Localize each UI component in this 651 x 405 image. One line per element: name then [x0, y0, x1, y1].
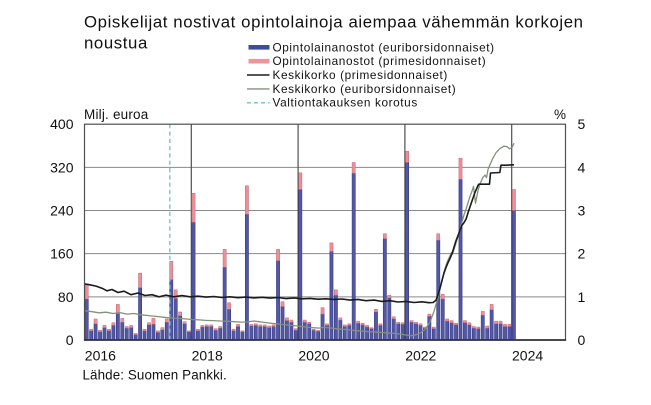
svg-text:Lähde: Suomen Pankki.: Lähde: Suomen Pankki. [83, 368, 227, 383]
svg-text:2016: 2016 [85, 348, 116, 364]
svg-text:Opintolainanostot (primesidonn: Opintolainanostot (primesidonnaiset) [273, 54, 487, 68]
svg-text:2020: 2020 [298, 348, 329, 364]
svg-text:0: 0 [578, 332, 586, 348]
svg-text:Keskikorko (euriborsidonnaiset: Keskikorko (euriborsidonnaiset) [273, 82, 457, 96]
svg-text:Opiskelijat nostivat opintolai: Opiskelijat nostivat opintolainoja aiemp… [84, 13, 584, 32]
svg-text:4: 4 [578, 159, 586, 175]
svg-text:noustua: noustua [84, 34, 148, 53]
svg-text:Keskikorko (primesidonnaiset): Keskikorko (primesidonnaiset) [273, 68, 448, 82]
svg-text:2: 2 [578, 246, 586, 262]
svg-text:240: 240 [50, 203, 74, 219]
svg-text:2022: 2022 [405, 348, 436, 364]
svg-text:1: 1 [578, 289, 586, 305]
svg-text:80: 80 [58, 289, 74, 305]
svg-text:2018: 2018 [192, 348, 223, 364]
svg-text:%: % [554, 107, 566, 122]
svg-text:Opintolainanostot (euriborsido: Opintolainanostot (euriborsidonnaiset) [273, 40, 495, 54]
svg-text:0: 0 [66, 332, 74, 348]
svg-text:400: 400 [50, 116, 74, 132]
svg-text:Milj. euroa: Milj. euroa [84, 107, 149, 122]
svg-text:320: 320 [50, 159, 74, 175]
svg-text:2024: 2024 [512, 348, 543, 364]
svg-text:5: 5 [578, 116, 586, 132]
svg-text:3: 3 [578, 203, 586, 219]
svg-text:160: 160 [50, 246, 74, 262]
svg-text:Valtiontakauksen korotus: Valtiontakauksen korotus [273, 96, 418, 110]
